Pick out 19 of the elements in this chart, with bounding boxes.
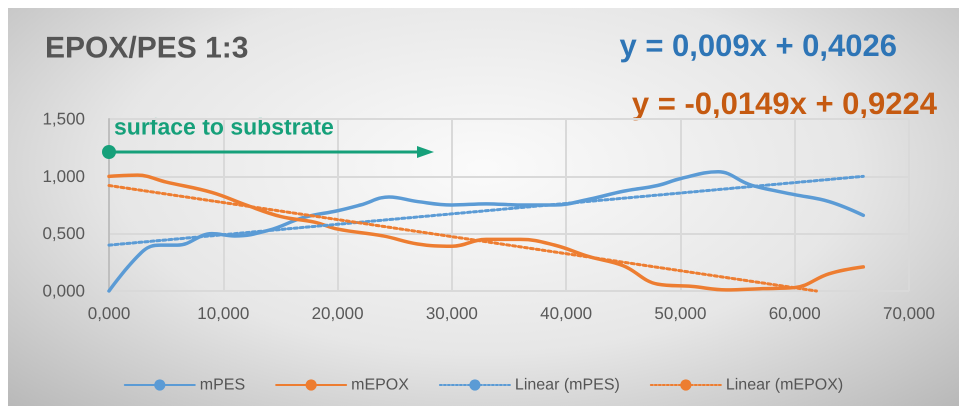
y-tick-label: 0,000 [42,282,85,300]
annotation: surface to substrate [114,114,334,140]
text: y = 0,009x + 0,4026 [619,28,898,63]
y-tick-label: 1,000 [42,166,85,186]
legend-label: mPES [200,376,246,394]
x-tick-label: 70,000 [883,304,935,323]
y-tick-label: 1,500 [42,110,85,128]
legend-label: mEPOX [351,376,410,394]
legend-label: Linear (mEPOX) [726,376,844,394]
legend-label: Linear (mPES) [514,376,620,394]
x-tick-label: 40,000 [540,304,592,323]
x-tick-label: 10,000 [197,304,250,323]
x-tick-label: 0,000 [88,304,130,323]
x-tick-label: 50,000 [654,304,706,323]
y-tick-label: 0,500 [42,224,85,244]
chart-title: EPOX/PES 1:3 [45,32,248,64]
x-tick-label: 20,000 [312,304,364,323]
x-tick-label: 60,000 [768,304,821,323]
x-tick-label: 30,000 [426,304,478,323]
